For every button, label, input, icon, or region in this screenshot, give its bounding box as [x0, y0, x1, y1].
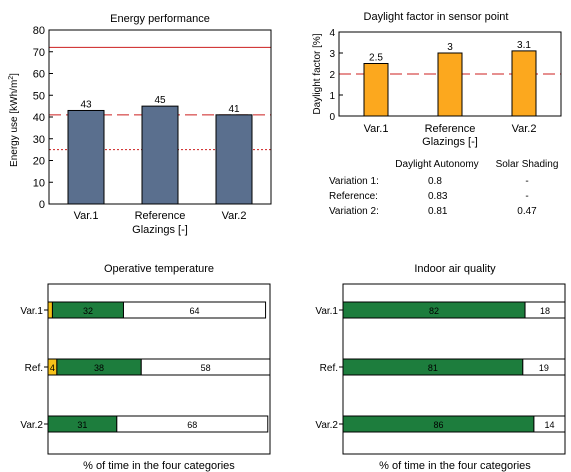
y-tick-label: 40: [33, 112, 45, 124]
daylight-plot-frame: [338, 31, 562, 117]
bar: [215, 114, 253, 205]
category-label: Var.2: [512, 123, 537, 135]
iaq-categories: Var.1 Ref. Var.2: [315, 306, 343, 431]
daylight-ylabel: Daylight factor [%]: [312, 33, 323, 114]
bar-value-label: 43: [80, 99, 92, 110]
iaq-plot-frame: [342, 283, 566, 455]
table-row-label: Variation 2:: [329, 206, 379, 217]
bar-value-label: 45: [154, 95, 166, 106]
category-label: Var.1: [74, 210, 99, 222]
daylight-chart: Daylight factor in sensor point Daylight…: [312, 11, 562, 148]
table-row-label: Variation 1:: [329, 176, 379, 187]
table-row-shading: 0.47: [517, 206, 537, 217]
y-tick-label: 60: [33, 69, 45, 81]
segment-label: 18: [540, 306, 550, 316]
segment-label: 14: [544, 420, 554, 430]
energy-title: Energy performance: [110, 13, 210, 25]
table-header-shading: Solar Shading: [496, 159, 559, 170]
category-label: Ref.: [25, 363, 43, 374]
category-label: Var.2: [20, 420, 43, 431]
daylight-table: Daylight Autonomy Solar Shading Variatio…: [329, 159, 558, 217]
operative-categories: Var.1 Ref. Var.2: [20, 306, 48, 431]
segment-label: 38: [94, 363, 104, 373]
iaq-chart: Indoor air quality 82 18 81 19 86 14 Var.1 Ref…: [315, 263, 566, 472]
operative-chart: Operative temperature 32 64 4 38 58 31 68 Var.…: [20, 263, 271, 472]
segment-label: 19: [539, 363, 549, 373]
bar-value-label: 3.1: [517, 40, 531, 51]
y-tick-label: 10: [33, 177, 45, 189]
table-row-shading: -: [525, 191, 528, 202]
daylight-y-ticks: 0 1 2 3 4: [329, 28, 343, 123]
category-label: Ref.: [320, 363, 338, 374]
energy-ylabel: Energy use [kWh/m2]: [8, 73, 20, 167]
segment-label: 86: [433, 420, 443, 430]
y-tick-label: 0: [329, 112, 335, 123]
y-tick-label: 80: [33, 25, 45, 37]
bar-value-label: 2.5: [369, 53, 383, 64]
bar-value-label: 41: [228, 104, 240, 115]
daylight-xlabel: Glazings [-]: [422, 136, 478, 148]
y-tick-label: 0: [39, 199, 45, 211]
table-row-shading: -: [525, 176, 528, 187]
y-tick-label: 20: [33, 156, 45, 168]
segment-label: 4: [50, 363, 55, 373]
daylight-bars: 2.5 3 3.1: [363, 40, 537, 117]
iaq-bars: 82 18 81 19 86 14: [342, 301, 566, 433]
operative-xlabel: % of time in the four categories: [83, 460, 235, 472]
category-label: Var.2: [315, 420, 338, 431]
y-tick-label: 1: [329, 91, 335, 102]
table-row-autonomy: 0.8: [428, 176, 442, 187]
table-row-autonomy: 0.83: [428, 191, 448, 202]
segment-label: 58: [201, 363, 211, 373]
category-label: Var.1: [20, 306, 43, 317]
iaq-title: Indoor air quality: [414, 263, 496, 275]
energy-categories: Var.1 Reference Var.2: [74, 210, 247, 222]
iaq-xlabel: % of time in the four categories: [379, 460, 531, 472]
bar: [363, 63, 389, 117]
energy-plot-frame: [48, 29, 272, 205]
y-tick-label: 2: [329, 70, 335, 81]
energy-xlabel: Glazings [-]: [132, 224, 188, 236]
table-row-autonomy: 0.81: [428, 206, 448, 217]
bar: [67, 109, 105, 205]
segment-label: 68: [187, 420, 197, 430]
bar: [141, 105, 179, 205]
segment-label: 32: [83, 306, 93, 316]
stacked-segment: [47, 301, 53, 319]
y-tick-label: 70: [33, 47, 45, 59]
energy-chart: Energy performance Energy use [kWh/m2] 0…: [8, 13, 272, 236]
operative-plot-frame: [47, 283, 271, 455]
energy-y-ticks: 0 10 20 30 40 50 60 70 80: [33, 25, 53, 211]
operative-bars: 32 64 4 38 58 31 68: [47, 301, 271, 433]
segment-label: 81: [428, 363, 438, 373]
energy-bars: 43 45 41: [67, 95, 253, 205]
category-label: Var.1: [315, 306, 338, 317]
bar: [437, 52, 463, 117]
category-label: Reference: [135, 210, 186, 222]
bar-value-label: 3: [447, 42, 453, 53]
stacked-segment: [122, 301, 267, 319]
bar: [511, 50, 537, 117]
stacked-segment: [116, 415, 269, 433]
daylight-categories: Var.1 Reference Var.2: [364, 123, 537, 135]
y-tick-label: 50: [33, 90, 45, 102]
category-label: Reference: [425, 123, 476, 135]
segment-label: 31: [77, 420, 87, 430]
table-header-autonomy: Daylight Autonomy: [395, 159, 478, 170]
segment-label: 82: [429, 306, 439, 316]
y-tick-label: 3: [329, 49, 335, 60]
category-label: Var.1: [364, 123, 389, 135]
table-row-label: Reference:: [329, 191, 378, 202]
y-tick-label: 30: [33, 134, 45, 146]
operative-title: Operative temperature: [104, 263, 214, 275]
daylight-title: Daylight factor in sensor point: [364, 11, 509, 23]
segment-label: 64: [190, 306, 200, 316]
y-tick-label: 4: [329, 28, 335, 39]
category-label: Var.2: [222, 210, 247, 222]
